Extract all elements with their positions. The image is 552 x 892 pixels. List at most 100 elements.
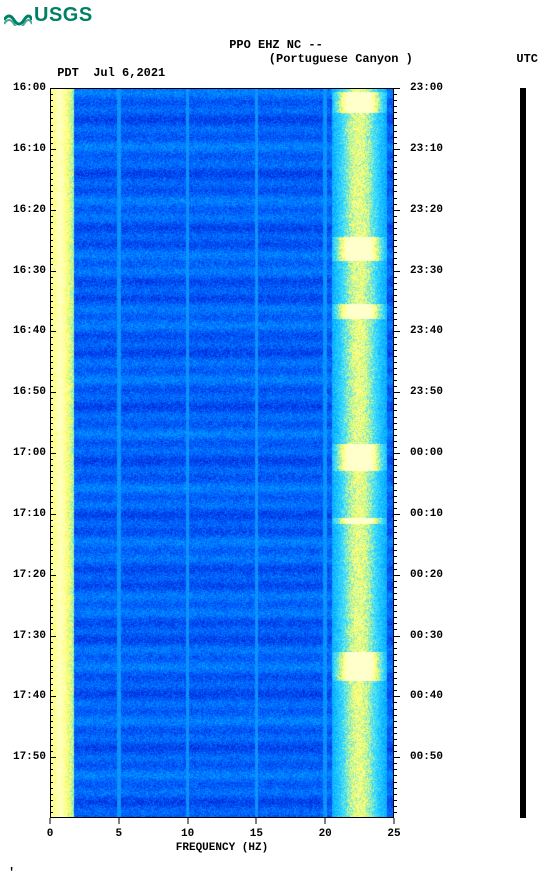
ytick-left-line (50, 210, 56, 211)
ytick-left-minor (50, 143, 53, 144)
y-axis-right-utc: 23:0023:1023:2023:3023:4023:5000:0000:10… (394, 88, 444, 818)
ytick-right-label: 00:10 (410, 508, 443, 520)
ytick-right-minor (394, 459, 397, 460)
ytick-right-line (394, 331, 400, 332)
ytick-right-minor (394, 751, 397, 752)
ytick-left-minor (50, 191, 53, 192)
ytick-left-minor (50, 179, 53, 180)
ytick-left-minor (50, 806, 53, 807)
ytick-right-line (394, 575, 400, 576)
ytick-right-minor (394, 356, 397, 357)
ytick-left-minor (50, 289, 53, 290)
ytick-right-minor (394, 161, 397, 162)
ytick-left-minor (50, 447, 53, 448)
ytick-right-line (394, 514, 400, 515)
ytick-right-minor (394, 410, 397, 411)
ytick-right-minor (394, 690, 397, 691)
ytick-left-minor (50, 526, 53, 527)
ytick-right-minor (394, 252, 397, 253)
ytick-right-minor (394, 204, 397, 205)
spectrogram-canvas (50, 88, 394, 818)
ytick-right-minor (394, 581, 397, 582)
ytick-left-minor (50, 386, 53, 387)
ytick-left-minor (50, 100, 53, 101)
ytick-left-minor (50, 623, 53, 624)
ytick-left-minor (50, 167, 53, 168)
ytick-left-minor (50, 307, 53, 308)
ytick-left-minor (50, 362, 53, 363)
ytick-left-minor (50, 550, 53, 551)
ytick-left-label: 16:40 (13, 325, 46, 337)
chart-header: PPO EHZ NC -- PDT Jul 6,2021 (Portuguese… (0, 38, 552, 94)
ytick-right-minor (394, 709, 397, 710)
ytick-left-minor (50, 648, 53, 649)
ytick-left-minor (50, 538, 53, 539)
ytick-right-minor (394, 435, 397, 436)
ytick-left-minor (50, 769, 53, 770)
ytick-left-minor (50, 417, 53, 418)
ytick-left-minor (50, 374, 53, 375)
ytick-left-minor (50, 313, 53, 314)
ytick-left-minor (50, 751, 53, 752)
ytick-right-minor (394, 605, 397, 606)
ytick-right-minor (394, 319, 397, 320)
xtick-label: 20 (319, 828, 332, 840)
xtick-line (256, 818, 257, 824)
ytick-right-line (394, 149, 400, 150)
ytick-left-line (50, 88, 56, 89)
ytick-left-minor (50, 502, 53, 503)
ytick-left-minor (50, 654, 53, 655)
ytick-right-minor (394, 483, 397, 484)
y-axis-left-pdt: 16:0016:1016:2016:3016:4016:5017:0017:10… (0, 88, 50, 818)
ytick-left-minor (50, 690, 53, 691)
amplitude-strip (520, 88, 526, 818)
ytick-left-minor (50, 234, 53, 235)
ytick-left-label: 17:40 (13, 690, 46, 702)
ytick-left-minor (50, 672, 53, 673)
ytick-right-minor (394, 569, 397, 570)
ytick-right-minor (394, 325, 397, 326)
ytick-left-minor (50, 788, 53, 789)
x-axis-label: FREQUENCY (HZ) (50, 842, 394, 854)
ytick-left-line (50, 696, 56, 697)
ytick-left-minor (50, 617, 53, 618)
ytick-left-minor (50, 800, 53, 801)
ytick-right-minor (394, 496, 397, 497)
ytick-right-minor (394, 100, 397, 101)
ytick-right-minor (394, 556, 397, 557)
ytick-left-minor (50, 204, 53, 205)
xtick-line (50, 818, 51, 824)
ytick-left-minor (50, 410, 53, 411)
ytick-right-minor (394, 118, 397, 119)
ytick-right-minor (394, 611, 397, 612)
left-tz: PDT (57, 66, 79, 80)
ytick-right-label: 23:40 (410, 325, 443, 337)
ytick-left-minor (50, 666, 53, 667)
ytick-left-minor (50, 569, 53, 570)
ytick-right-line (394, 696, 400, 697)
ytick-left-minor (50, 258, 53, 259)
ytick-left-minor (50, 490, 53, 491)
ytick-right-minor (394, 198, 397, 199)
ytick-right-minor (394, 599, 397, 600)
ytick-right-minor (394, 143, 397, 144)
xtick-line (118, 818, 119, 824)
ytick-right-minor (394, 532, 397, 533)
ytick-right-minor (394, 782, 397, 783)
ytick-right-minor (394, 106, 397, 107)
ytick-right-minor (394, 222, 397, 223)
xtick-line (187, 818, 188, 824)
ytick-left-minor (50, 599, 53, 600)
xtick-label: 25 (387, 828, 400, 840)
ytick-right-minor (394, 508, 397, 509)
ytick-right-minor (394, 386, 397, 387)
ytick-right-minor (394, 733, 397, 734)
ytick-left-label: 16:00 (13, 82, 46, 94)
ytick-left-minor (50, 684, 53, 685)
ytick-left-minor (50, 356, 53, 357)
ytick-right-minor (394, 526, 397, 527)
ytick-left-line (50, 149, 56, 150)
ytick-right-minor (394, 167, 397, 168)
ytick-right-label: 23:30 (410, 265, 443, 277)
spectrogram-plot (50, 88, 394, 818)
